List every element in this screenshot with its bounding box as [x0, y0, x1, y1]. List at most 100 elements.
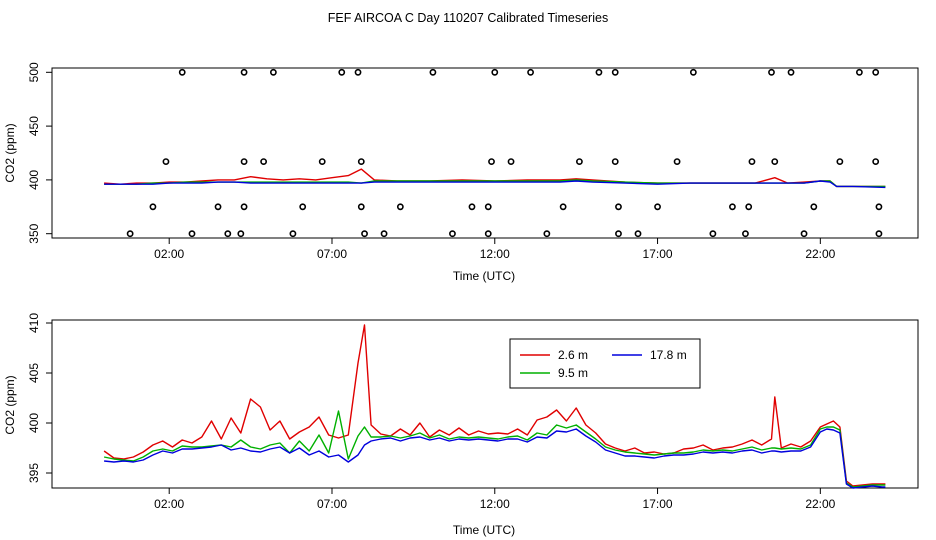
calibration-point	[771, 158, 779, 166]
bottom-series-lines	[103, 324, 886, 489]
calibration-point	[748, 158, 756, 166]
bottom-panel: 02:00 07:00 12:00 17:00 22:00 395 400 405 410 T…	[3, 313, 919, 537]
calibration-point	[357, 158, 365, 166]
calibration-point	[527, 68, 534, 76]
figure-title: FEF AIRCOA C Day 110207 Calibrated Times…	[328, 11, 608, 25]
calibration-point	[449, 230, 456, 238]
legend-label-9-5m: 9.5 m	[558, 366, 588, 380]
top-y-tick-label: 450	[27, 116, 41, 136]
calibration-point	[634, 230, 642, 238]
legend-box	[509, 338, 701, 389]
calibration-point	[768, 68, 775, 76]
calibration-point	[855, 68, 863, 76]
top-x-tick-label: 07:00	[317, 247, 347, 261]
top-y-tick-label: 500	[27, 62, 41, 82]
calibration-point	[188, 230, 196, 238]
calibration-point	[800, 230, 808, 238]
legend: 2.6 m 17.8 m 9.5 m	[509, 338, 701, 389]
calibration-point	[240, 203, 248, 211]
calibration-point	[260, 158, 268, 166]
calibration-point	[615, 230, 622, 238]
calibration-point	[872, 158, 880, 166]
bottom-series-17-8-m	[104, 428, 886, 489]
calibration-point	[875, 203, 883, 211]
calibration-point	[611, 158, 619, 166]
top-x-axis: 02:00 07:00 12:00 17:00 22:00	[154, 238, 836, 261]
calibration-point	[810, 203, 818, 211]
calibration-point	[240, 68, 248, 76]
calibration-point	[354, 68, 362, 76]
calibration-point	[576, 158, 583, 166]
legend-label-17-8m: 17.8 m	[650, 348, 687, 362]
bottom-y-axis: 395 400 405 410	[27, 313, 52, 483]
top-x-axis-label: Time (UTC)	[453, 269, 515, 283]
bottom-x-tick-label: 02:00	[154, 497, 184, 511]
calibration-point	[361, 230, 368, 238]
top-x-tick-label: 17:00	[643, 247, 673, 261]
calibration-point	[149, 203, 157, 211]
bottom-y-tick-label: 395	[27, 463, 41, 483]
calibration-point	[787, 68, 795, 76]
top-panel: 02:00 07:00 12:00 17:00 22:00 350 400 450 500 T…	[3, 62, 919, 283]
calibration-point	[654, 203, 661, 211]
bottom-y-tick-label: 400	[27, 413, 41, 433]
top-x-tick-label: 12:00	[480, 247, 510, 261]
bottom-plot-frame	[51, 319, 919, 489]
bottom-x-tick-label: 07:00	[317, 497, 347, 511]
calibration-point	[468, 203, 476, 211]
calibration-point	[488, 158, 495, 166]
calibration-point	[126, 230, 134, 238]
bottom-y-tick-label: 410	[27, 313, 41, 333]
bottom-x-tick-label: 17:00	[643, 497, 673, 511]
top-x-tick-label: 02:00	[154, 247, 184, 261]
bottom-x-axis: 02:00 07:00 12:00 17:00 22:00	[154, 488, 836, 511]
calibration-point	[836, 158, 844, 166]
calibration-point	[595, 68, 603, 76]
calibration-point	[559, 203, 567, 211]
bottom-series-2-6-m	[103, 324, 886, 487]
legend-label-2-6m: 2.6 m	[558, 348, 588, 362]
calibration-point	[484, 203, 492, 211]
top-series-17-8-m	[104, 180, 886, 189]
top-calibration-points	[126, 68, 883, 238]
top-x-tick-label: 22:00	[805, 247, 835, 261]
calibration-point	[872, 68, 880, 76]
calibration-point	[875, 230, 883, 238]
calibration-point	[611, 68, 619, 76]
bottom-y-axis-label: CO2 (ppm)	[3, 375, 17, 434]
calibration-point	[289, 230, 297, 238]
calibration-point	[396, 203, 404, 211]
bottom-series-9-5-m	[103, 410, 886, 488]
top-series-lines	[104, 168, 886, 189]
top-plot-frame	[51, 67, 919, 239]
calibration-point	[299, 203, 307, 211]
calibration-point	[729, 203, 736, 211]
calibration-point	[224, 230, 232, 238]
calibration-point	[507, 158, 515, 166]
calibration-point	[543, 230, 551, 238]
calibration-point	[742, 230, 749, 238]
calibration-point	[162, 158, 170, 166]
calibration-point	[484, 230, 492, 238]
bottom-x-tick-label: 22:00	[805, 497, 835, 511]
calibration-point	[689, 68, 697, 76]
calibration-point	[357, 203, 365, 211]
calibration-point	[745, 203, 753, 211]
top-series-2-6-m	[104, 168, 886, 188]
calibration-point	[709, 230, 717, 238]
calibration-point	[491, 68, 499, 76]
calibration-point	[240, 158, 248, 166]
top-y-tick-label: 400	[27, 170, 41, 190]
top-y-axis: 350 400 450 500	[27, 62, 52, 244]
calibration-point	[615, 203, 622, 211]
calibration-point	[318, 158, 326, 166]
calibration-point	[178, 68, 186, 76]
calibration-point	[338, 68, 346, 76]
calibration-point	[269, 68, 277, 76]
bottom-x-axis-label: Time (UTC)	[453, 523, 515, 537]
top-y-axis-label: CO2 (ppm)	[3, 123, 17, 182]
calibration-point	[214, 203, 222, 211]
calibration-point	[429, 68, 437, 76]
bottom-y-tick-label: 405	[27, 363, 41, 383]
